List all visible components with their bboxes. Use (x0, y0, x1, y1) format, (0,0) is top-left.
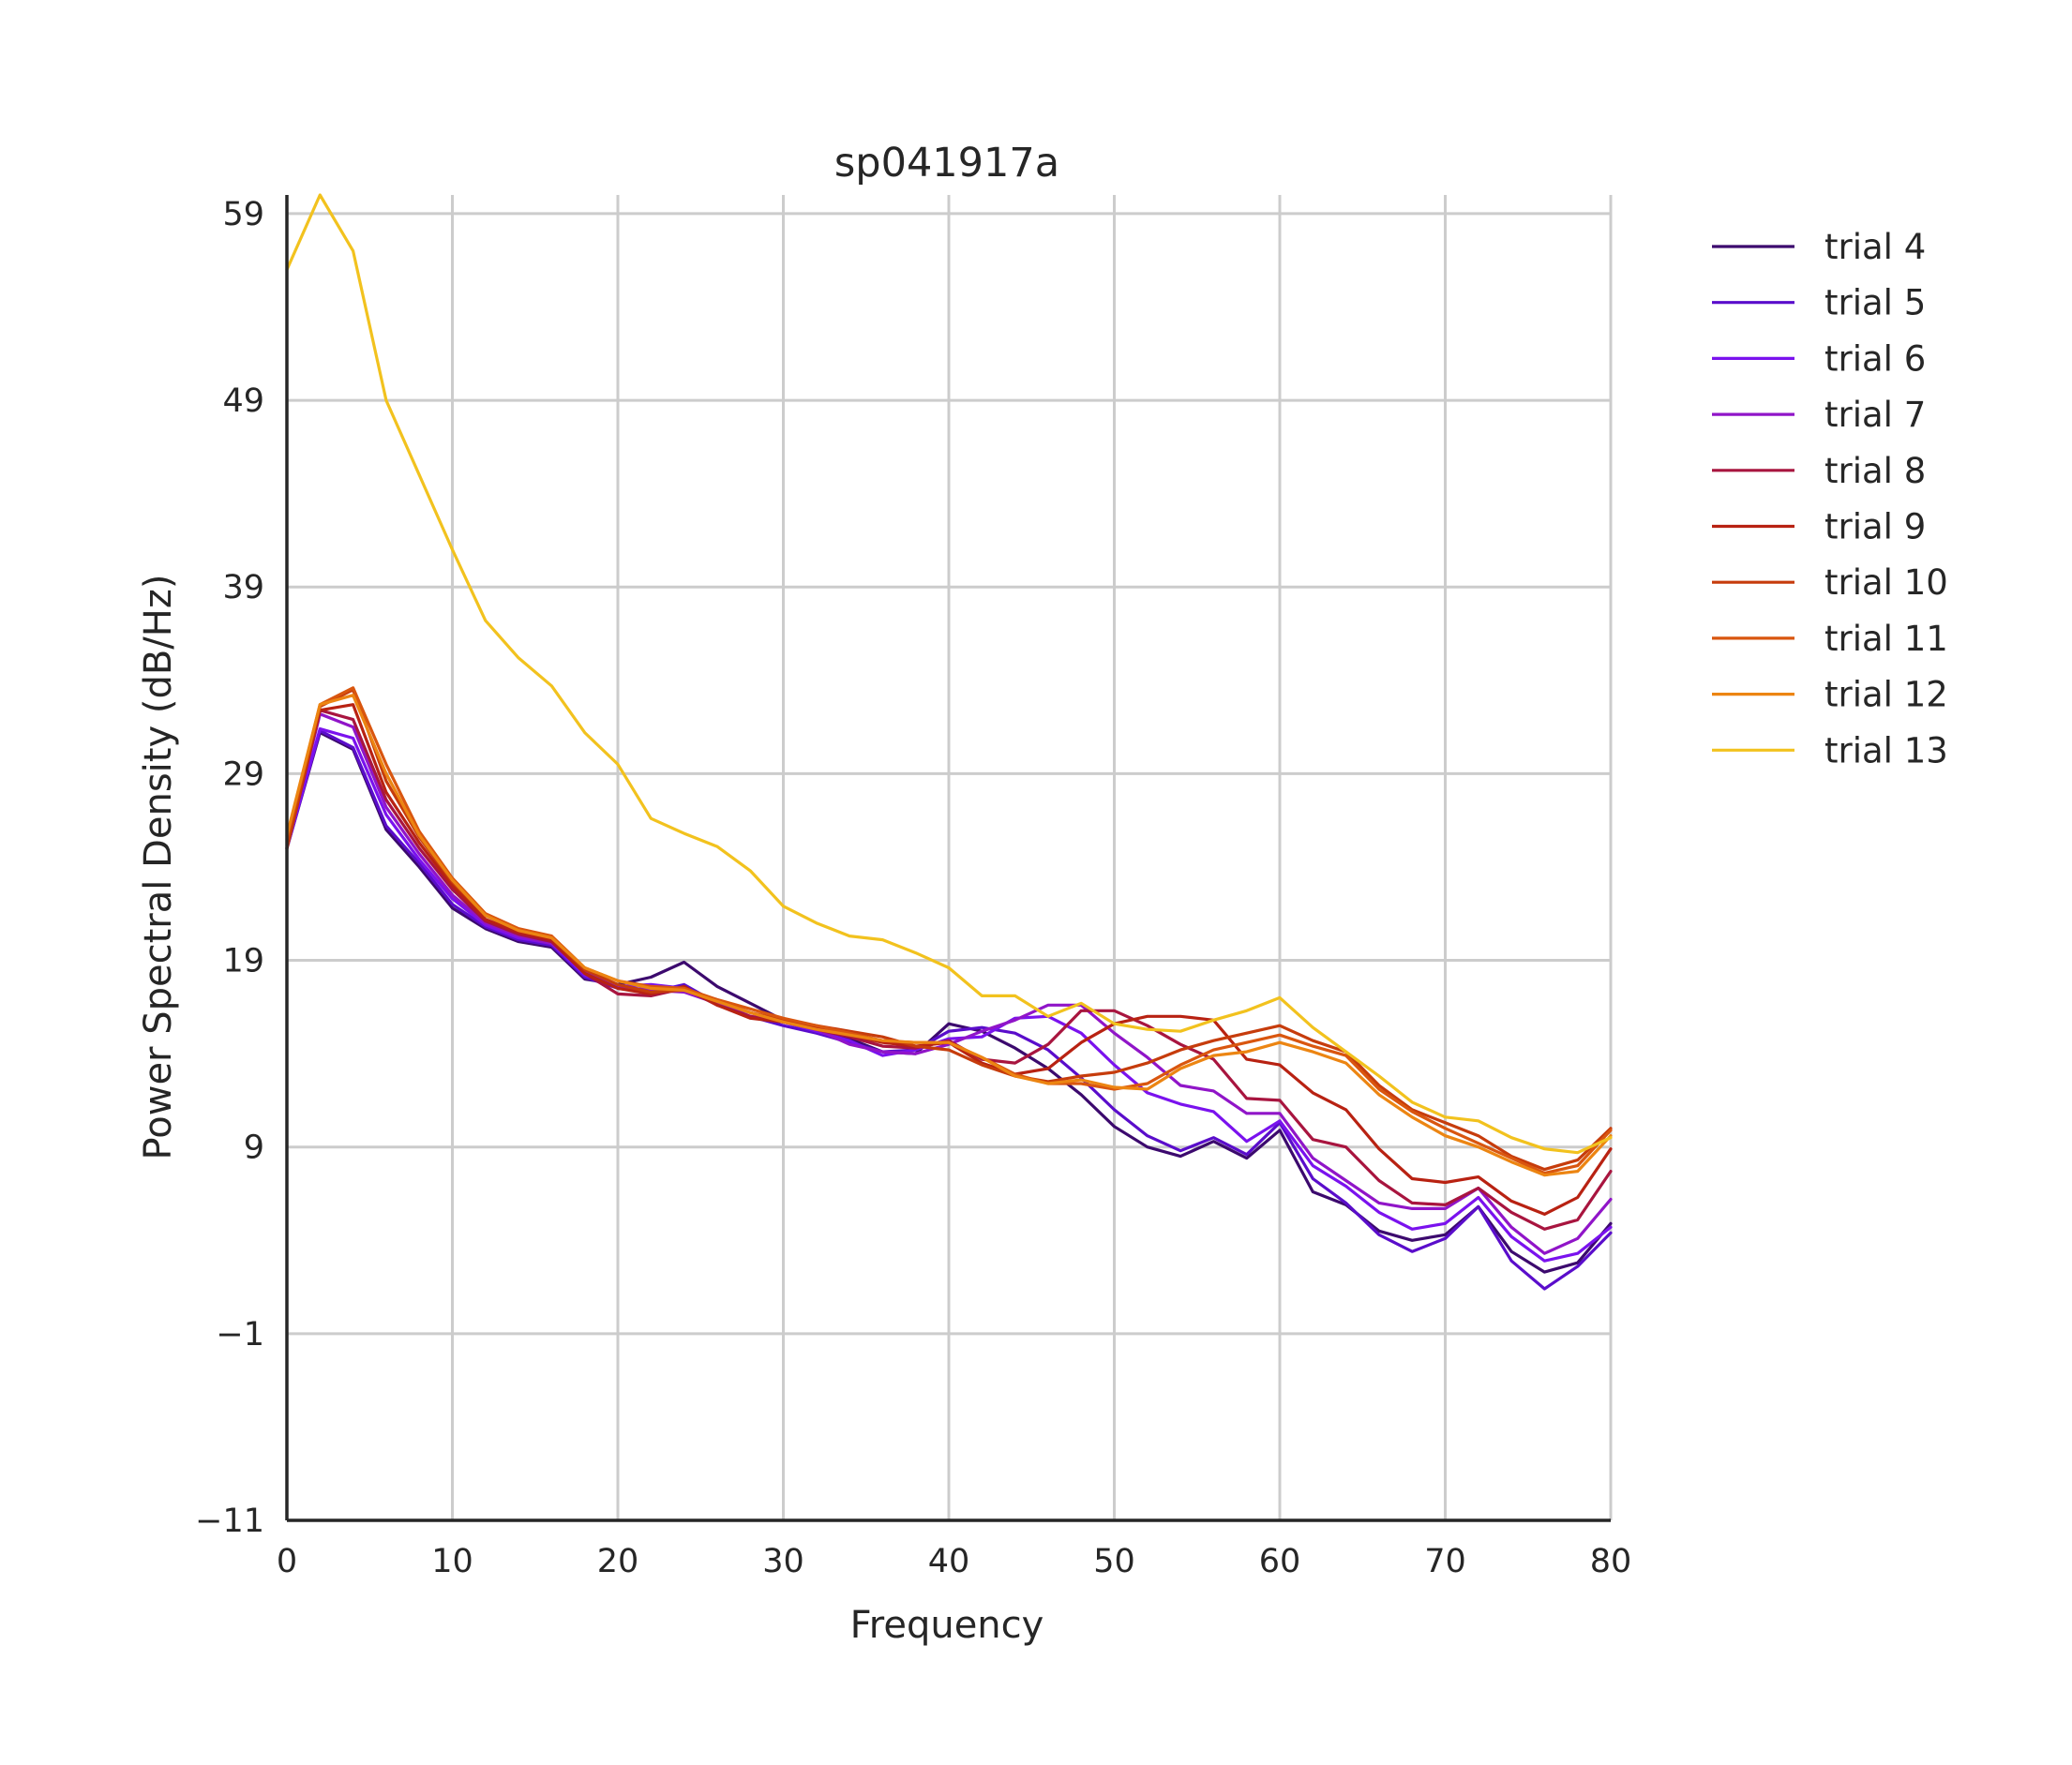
x-tick-label: 40 (928, 1543, 970, 1580)
legend-label: trial 8 (1824, 451, 1926, 491)
x-tick-labels: 0 10 20 30 40 50 60 70 80 (277, 1543, 1631, 1580)
series-line-trial-4 (285, 730, 1613, 1274)
series-line-trial-5 (285, 728, 1613, 1291)
y-tick-label: 29 (222, 755, 264, 793)
y-tick-label: 9 (244, 1129, 264, 1167)
x-tick-label: 50 (1093, 1543, 1135, 1580)
legend-label: trial 6 (1824, 338, 1926, 379)
legend-label: trial 13 (1824, 730, 1948, 770)
y-tick-label: 49 (222, 382, 264, 420)
x-tick-label: 0 (277, 1543, 297, 1580)
x-tick-label: 70 (1424, 1543, 1466, 1580)
x-tick-label: 20 (597, 1543, 639, 1580)
x-tick-label: 80 (1590, 1543, 1632, 1580)
legend-label: trial 11 (1824, 619, 1948, 659)
legend-label: trial 4 (1824, 227, 1926, 267)
chart-title: sp041917a (834, 140, 1059, 187)
series-line-trial-6 (285, 726, 1613, 1263)
y-tick-label: 59 (222, 196, 264, 233)
series-line-trial-13 (285, 193, 1613, 1155)
legend-label: trial 5 (1824, 283, 1926, 323)
axes-spines (285, 195, 1611, 1522)
y-tick-labels: −11 −1 9 19 29 39 49 59 (195, 196, 264, 1540)
y-tick-label: 39 (222, 569, 264, 606)
legend-label: trial 9 (1824, 507, 1926, 547)
x-axis-label: Frequency (850, 1604, 1044, 1647)
legend-label: trial 12 (1824, 675, 1948, 715)
legend: trial 4 trial 5 trial 6 trial 7 trial 8 trial… (1712, 227, 1948, 770)
series-lines (285, 193, 1613, 1291)
y-tick-label: −11 (195, 1503, 264, 1540)
gridlines (285, 195, 1613, 1522)
x-tick-label: 60 (1259, 1543, 1301, 1580)
series-line-trial-7 (285, 712, 1613, 1255)
legend-label: trial 10 (1824, 562, 1948, 603)
series-line-trial-12 (285, 694, 1613, 1177)
x-tick-label: 10 (431, 1543, 473, 1580)
x-tick-label: 30 (762, 1543, 804, 1580)
y-tick-label: 19 (222, 943, 264, 980)
series-line-trial-8 (285, 709, 1613, 1231)
y-axis-label: Power Spectral Density (dB/Hz) (137, 575, 180, 1160)
legend-label: trial 7 (1824, 395, 1926, 435)
y-tick-label: −1 (216, 1316, 264, 1354)
